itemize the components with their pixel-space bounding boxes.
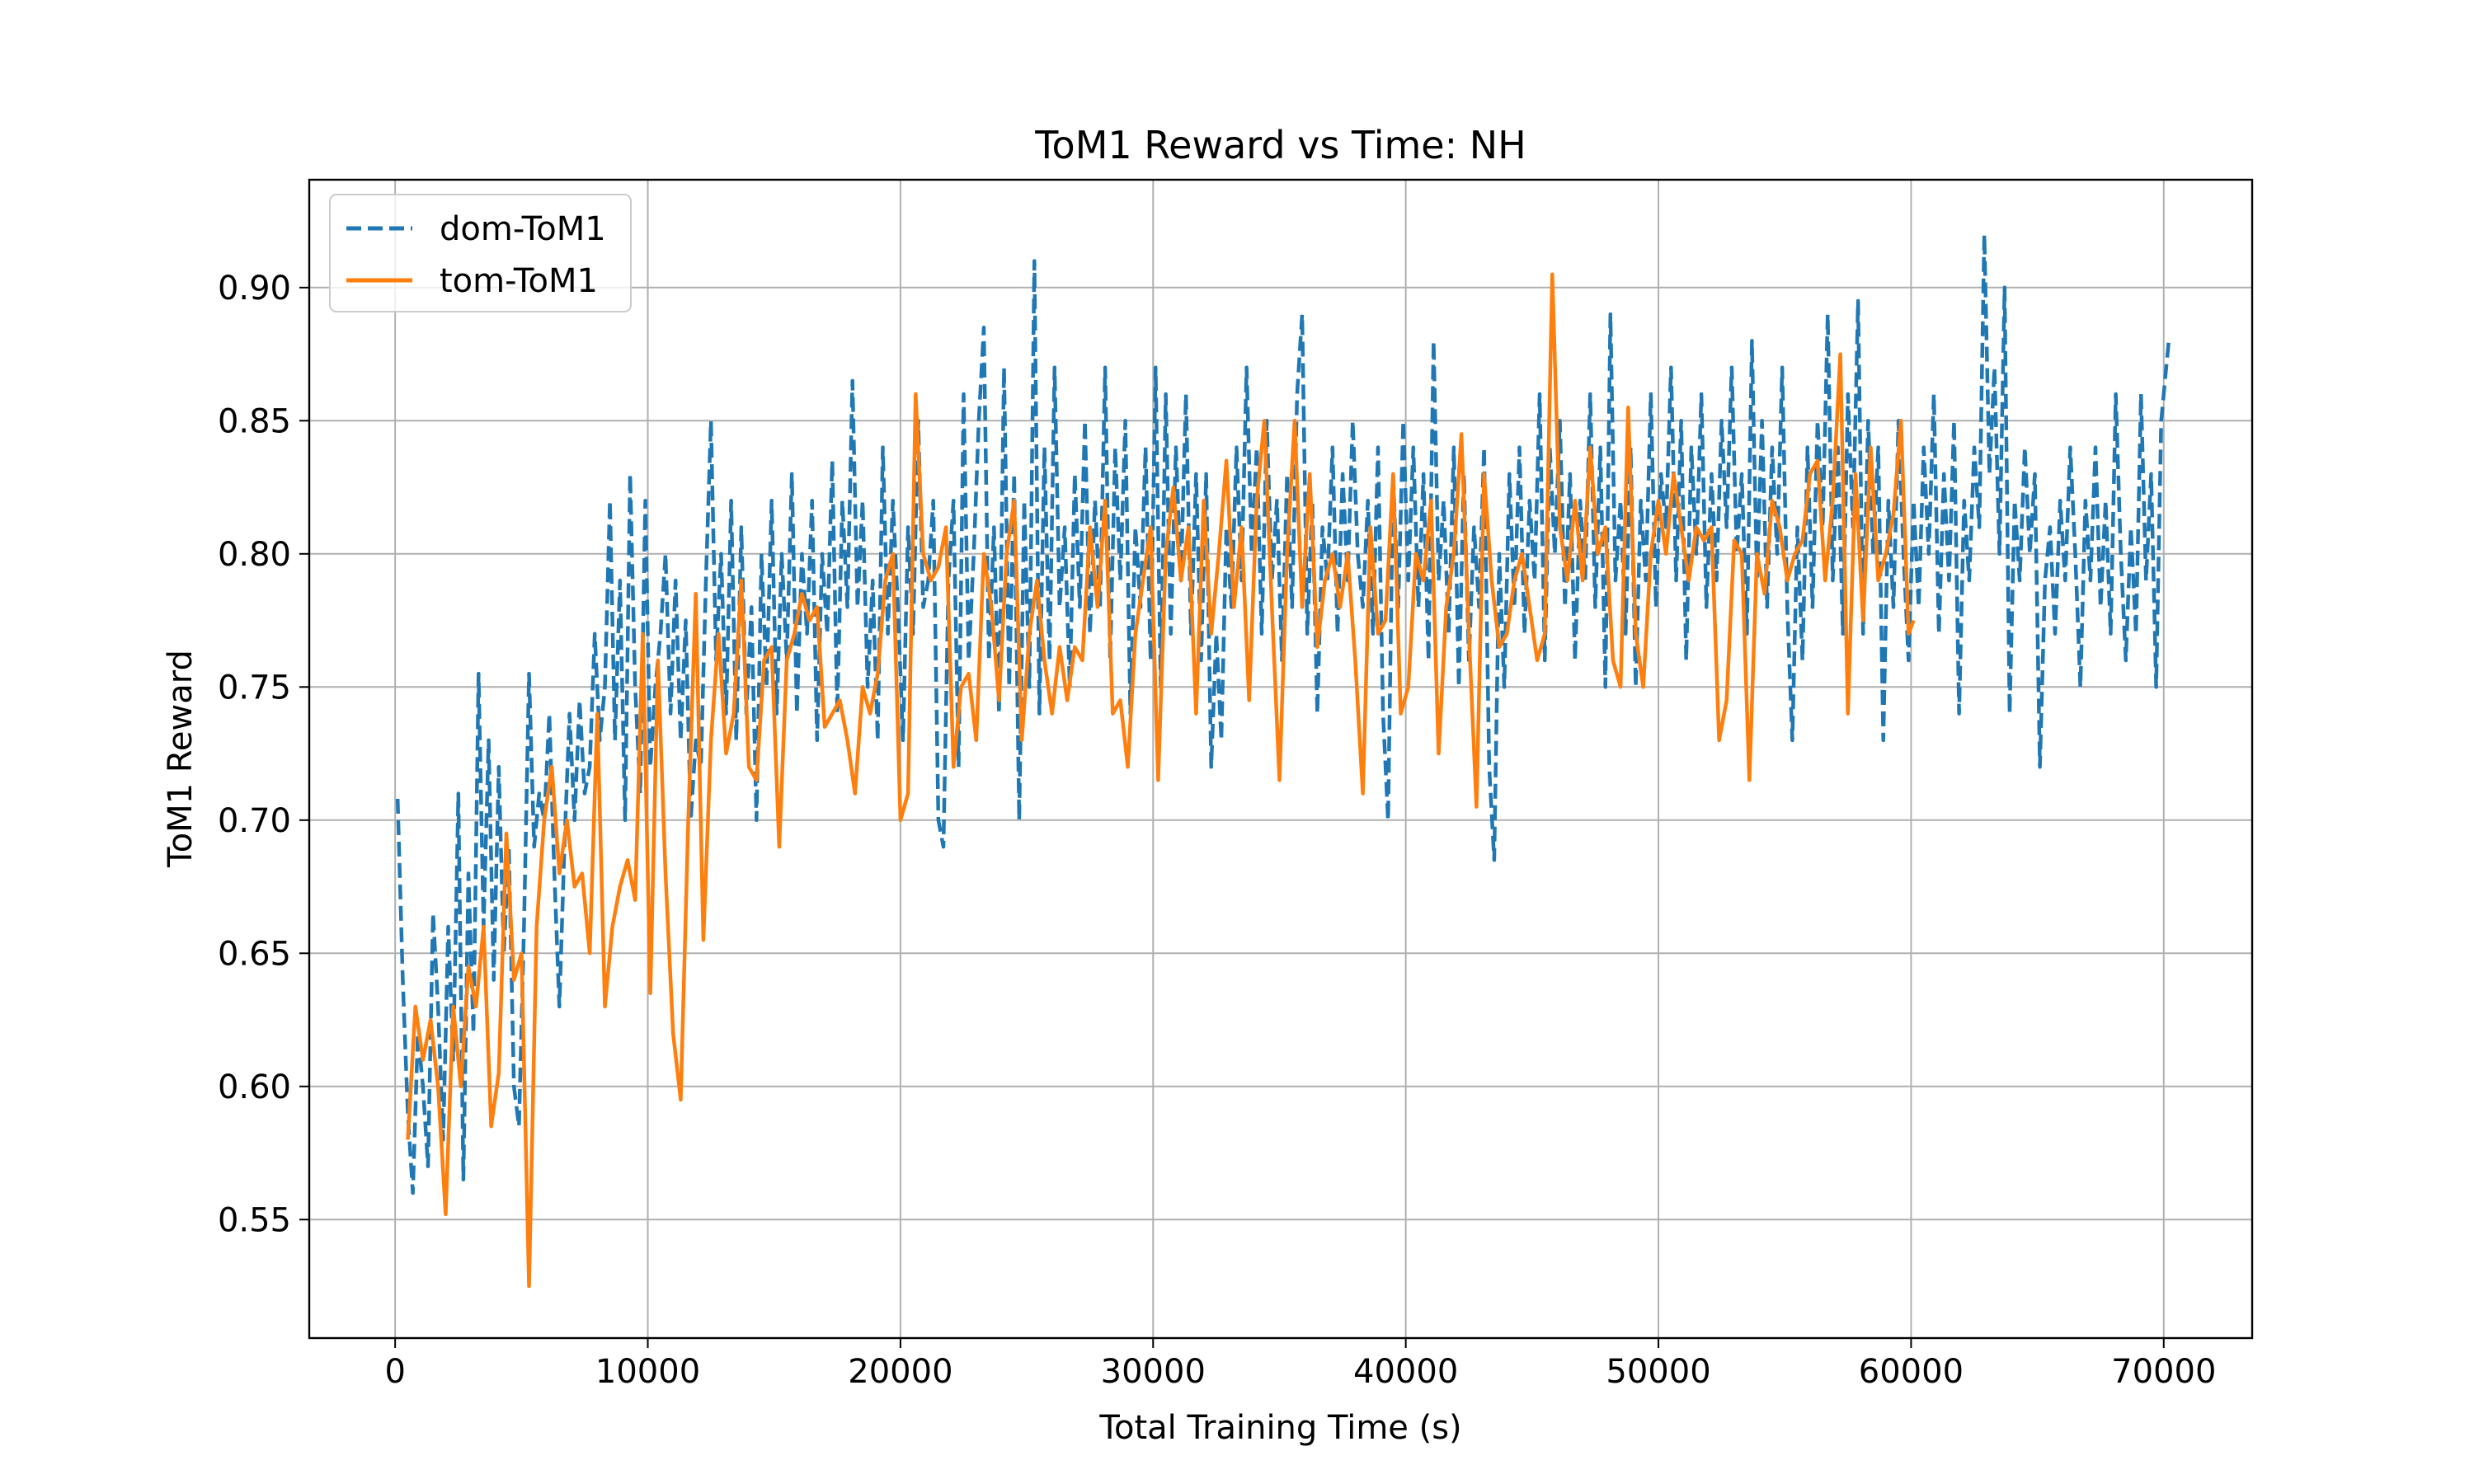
series-line-tom-tom1 [406,272,1916,1289]
legend-label-tom-tom1: tom-ToM1 [440,262,598,300]
chart-title: ToM1 Reward vs Time: NH [1034,123,1526,167]
x-tick-label: 20000 [848,1353,952,1391]
x-tick-label: 60000 [1859,1353,1964,1391]
legend-label-dom-tom1: dom-ToM1 [440,210,606,248]
x-tick-label: 30000 [1101,1353,1206,1391]
y-tick-label: 0.85 [218,402,291,440]
y-tick-label: 0.90 [218,270,291,308]
y-tick-label: 0.80 [218,536,291,574]
legend: dom-ToM1 tom-ToM1 [329,194,632,312]
x-axis-label: Total Training Time (s) [1098,1409,1461,1447]
y-tick-label: 0.60 [218,1068,291,1106]
y-tick-label: 0.65 [218,935,291,973]
x-tick-label: 50000 [1606,1353,1710,1391]
series-line-dom-tom1 [395,232,2171,1195]
x-tick-label: 0 [384,1353,405,1391]
series-layer [395,232,2171,1289]
grid [309,180,2252,1338]
y-tick-label: 0.75 [218,669,291,707]
x-tick-label: 70000 [2111,1353,2216,1391]
y-axis-label: ToM1 Reward [162,650,200,868]
ticks: 0 10000 20000 30000 40000 50000 60000 70000 0.55… [218,270,2216,1391]
y-tick-label: 0.70 [218,802,291,840]
x-tick-label: 40000 [1353,1353,1458,1391]
y-tick-label: 0.55 [218,1201,291,1239]
plot-frame [308,178,2254,1340]
x-tick-label: 10000 [595,1353,700,1391]
